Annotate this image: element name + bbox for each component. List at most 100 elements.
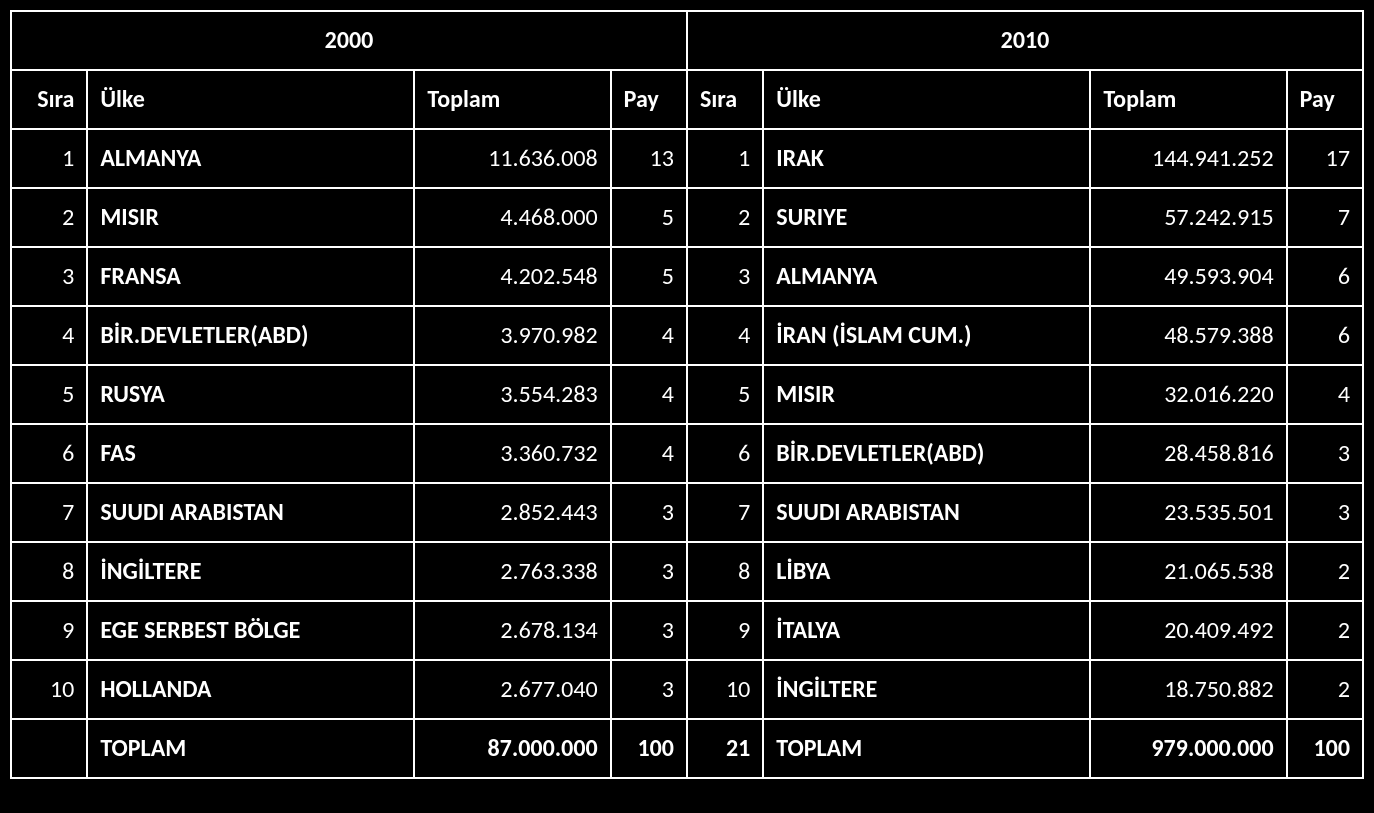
cell-toplam-right: 20.409.492 <box>1090 601 1286 660</box>
table-row: 2MISIR4.468.00052SURIYE57.242.9157 <box>11 188 1363 247</box>
cell-ulke-left: SUUDI ARABISTAN <box>87 483 414 542</box>
total-row: TOPLAM87.000.00010021TOPLAM979.000.00010… <box>11 719 1363 778</box>
cell-ulke-right: İNGİLTERE <box>763 660 1090 719</box>
cell-sira-left: 10 <box>11 660 87 719</box>
cell-pay-right: 2 <box>1287 542 1363 601</box>
cell-pay-left: 13 <box>611 129 687 188</box>
cell-sira-right: 5 <box>687 365 763 424</box>
table-row: 6FAS3.360.73246BİR.DEVLETLER(ABD)28.458.… <box>11 424 1363 483</box>
cell-sira-left: 9 <box>11 601 87 660</box>
cell-sira-right: 6 <box>687 424 763 483</box>
col-sira-left: Sıra <box>11 70 87 129</box>
cell-toplam-right: 144.941.252 <box>1090 129 1286 188</box>
column-header-row: Sıra Ülke Toplam Pay Sıra Ülke Toplam Pa… <box>11 70 1363 129</box>
cell-ulke-right: IRAK <box>763 129 1090 188</box>
cell-ulke-left: EGE SERBEST BÖLGE <box>87 601 414 660</box>
cell-sira-right: 8 <box>687 542 763 601</box>
cell-ulke-left: MISIR <box>87 188 414 247</box>
cell-toplam-left: 3.360.732 <box>414 424 610 483</box>
table-row: 4BİR.DEVLETLER(ABD)3.970.98244İRAN (İSLA… <box>11 306 1363 365</box>
year-header-row: 2000 2010 <box>11 11 1363 70</box>
cell-ulke-left: İNGİLTERE <box>87 542 414 601</box>
cell-toplam-left: 2.677.040 <box>414 660 610 719</box>
cell-ulke-left: HOLLANDA <box>87 660 414 719</box>
cell-pay-right: 2 <box>1287 601 1363 660</box>
table-row: 5RUSYA3.554.28345MISIR32.016.2204 <box>11 365 1363 424</box>
cell-pay-right: 6 <box>1287 306 1363 365</box>
cell-toplam-right: 32.016.220 <box>1090 365 1286 424</box>
col-ulke-left: Ülke <box>87 70 414 129</box>
table-row: 9EGE SERBEST BÖLGE2.678.13439İTALYA20.40… <box>11 601 1363 660</box>
cell-sira-left: 6 <box>11 424 87 483</box>
cell-sira-left: 2 <box>11 188 87 247</box>
cell-pay-right: 2 <box>1287 660 1363 719</box>
table-row: 7SUUDI ARABISTAN2.852.44337SUUDI ARABIST… <box>11 483 1363 542</box>
cell-sira-left: 5 <box>11 365 87 424</box>
cell-pay-right: 7 <box>1287 188 1363 247</box>
cell-ulke-right: MISIR <box>763 365 1090 424</box>
cell-pay-left: 4 <box>611 424 687 483</box>
cell-sira-right: 3 <box>687 247 763 306</box>
cell-toplam-left: 3.970.982 <box>414 306 610 365</box>
total-ulke-right: TOPLAM <box>763 719 1090 778</box>
cell-sira-left: 1 <box>11 129 87 188</box>
col-pay-left: Pay <box>611 70 687 129</box>
total-toplam-right: 979.000.000 <box>1090 719 1286 778</box>
total-toplam-left: 87.000.000 <box>414 719 610 778</box>
col-ulke-right: Ülke <box>763 70 1090 129</box>
cell-ulke-right: İTALYA <box>763 601 1090 660</box>
comparison-table: 2000 2010 Sıra Ülke Toplam Pay Sıra Ülke… <box>10 10 1364 779</box>
cell-toplam-right: 28.458.816 <box>1090 424 1286 483</box>
cell-toplam-left: 2.678.134 <box>414 601 610 660</box>
cell-sira-left: 4 <box>11 306 87 365</box>
cell-toplam-right: 23.535.501 <box>1090 483 1286 542</box>
cell-ulke-right: BİR.DEVLETLER(ABD) <box>763 424 1090 483</box>
cell-toplam-left: 4.468.000 <box>414 188 610 247</box>
cell-ulke-left: FAS <box>87 424 414 483</box>
cell-toplam-right: 57.242.915 <box>1090 188 1286 247</box>
cell-toplam-left: 2.852.443 <box>414 483 610 542</box>
table-row: 3FRANSA4.202.54853ALMANYA49.593.9046 <box>11 247 1363 306</box>
col-pay-right: Pay <box>1287 70 1363 129</box>
cell-pay-left: 3 <box>611 483 687 542</box>
cell-pay-left: 4 <box>611 365 687 424</box>
cell-ulke-left: FRANSA <box>87 247 414 306</box>
cell-pay-right: 3 <box>1287 424 1363 483</box>
cell-sira-left: 7 <box>11 483 87 542</box>
cell-sira-right: 9 <box>687 601 763 660</box>
table-row: 10HOLLANDA2.677.040310İNGİLTERE18.750.88… <box>11 660 1363 719</box>
total-sira-right: 21 <box>687 719 763 778</box>
cell-ulke-left: BİR.DEVLETLER(ABD) <box>87 306 414 365</box>
col-toplam-right: Toplam <box>1090 70 1286 129</box>
cell-sira-right: 7 <box>687 483 763 542</box>
cell-pay-left: 4 <box>611 306 687 365</box>
cell-pay-right: 6 <box>1287 247 1363 306</box>
cell-sira-right: 1 <box>687 129 763 188</box>
col-toplam-left: Toplam <box>414 70 610 129</box>
cell-ulke-right: SUUDI ARABISTAN <box>763 483 1090 542</box>
cell-ulke-right: SURIYE <box>763 188 1090 247</box>
cell-pay-left: 3 <box>611 601 687 660</box>
cell-toplam-left: 4.202.548 <box>414 247 610 306</box>
cell-toplam-right: 18.750.882 <box>1090 660 1286 719</box>
cell-toplam-left: 11.636.008 <box>414 129 610 188</box>
cell-sira-right: 2 <box>687 188 763 247</box>
cell-ulke-right: LİBYA <box>763 542 1090 601</box>
cell-toplam-right: 48.579.388 <box>1090 306 1286 365</box>
cell-toplam-left: 3.554.283 <box>414 365 610 424</box>
cell-sira-left: 3 <box>11 247 87 306</box>
year-right-header: 2010 <box>687 11 1363 70</box>
cell-pay-left: 5 <box>611 188 687 247</box>
cell-pay-right: 17 <box>1287 129 1363 188</box>
cell-ulke-right: İRAN (İSLAM CUM.) <box>763 306 1090 365</box>
cell-sira-right: 10 <box>687 660 763 719</box>
cell-ulke-right: ALMANYA <box>763 247 1090 306</box>
year-left-header: 2000 <box>11 11 687 70</box>
total-ulke-left: TOPLAM <box>87 719 414 778</box>
cell-sira-right: 4 <box>687 306 763 365</box>
cell-pay-right: 3 <box>1287 483 1363 542</box>
cell-ulke-left: RUSYA <box>87 365 414 424</box>
table-row: 1ALMANYA11.636.008131IRAK144.941.25217 <box>11 129 1363 188</box>
cell-pay-left: 5 <box>611 247 687 306</box>
cell-toplam-right: 21.065.538 <box>1090 542 1286 601</box>
